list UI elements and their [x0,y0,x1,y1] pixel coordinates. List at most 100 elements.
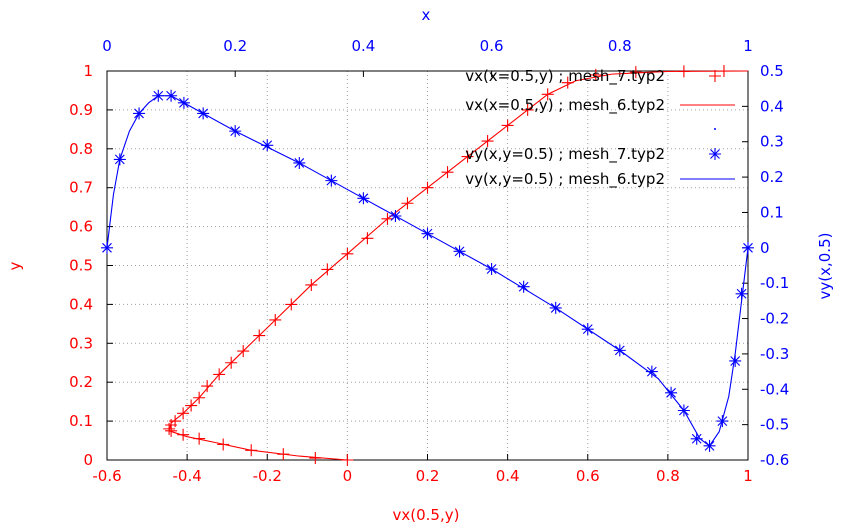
vy-mesh7-point [293,156,306,169]
vy-mesh7-point [325,174,338,187]
legend-label: vx(x=0.5,y) ; mesh_7.typ2 [465,67,665,86]
vy-mesh7-point [677,404,690,417]
vx-mesh7-point [309,452,322,465]
y-left-tick-label: 0.4 [69,295,93,313]
vx-mesh7-point [541,88,554,101]
vx-mesh7-point [185,399,198,412]
vy-mesh7-point [197,107,210,120]
vy-mesh7-point [665,386,678,399]
vx-mesh7-point [169,415,182,428]
legend-label: vy(x,y=0.5) ; mesh_7.typ2 [465,145,665,164]
y-right-tick-label: -0.2 [760,310,789,328]
x-bottom-tick-label: 0.6 [576,467,600,485]
legend: vx(x=0.5,y) ; mesh_7.typ2 vx(x=0.5,y) ; m… [465,67,735,189]
y-left-tick-label: 0.5 [69,257,93,275]
vx-mesh7-point [277,448,290,461]
x-top-tick-label: 1 [743,37,753,55]
y-left-tick-label: 0.9 [69,101,93,119]
y-left-tick-label: 0.8 [69,140,93,158]
vx-mesh7-point [341,247,354,260]
vy-mesh7-point [152,89,165,102]
x-bottom-tick-label: -0.4 [172,467,201,485]
vy-mesh7-point [177,96,190,109]
x-bottom-tick-label: 0 [343,467,353,485]
y-left-tick-label: 0.3 [69,334,93,352]
y-right-axis-label: vy(x,0.5) [816,233,834,300]
y-right-tick-label: 0.4 [760,97,784,115]
vx-mesh7-point [481,135,494,148]
vx-mesh7-point [361,232,374,245]
grid-lines [106,70,749,461]
vx-mesh7-point [193,432,206,445]
vx-mesh7-point [177,407,190,420]
data-series [101,65,754,466]
y-right-tick-label: -0.3 [760,345,789,363]
vx-mesh7-point [717,65,730,77]
x-top-tick-label: 0.4 [351,37,375,55]
y-right-tick-label: 0 [760,239,770,257]
vx-mesh7-point [441,166,454,179]
vx-mesh7-point [225,356,238,369]
vx-mesh7-point [401,197,414,210]
x-bottom-tick-label: 0.2 [416,467,440,485]
vx-mesh7-point [421,181,434,194]
x-top-tick-label: 0.2 [223,37,247,55]
vy-mesh7-point [421,227,434,240]
vx-mesh7-point [381,212,394,225]
vy-mesh7-point [703,439,716,452]
vx-mesh7-point [213,368,226,381]
vy-mesh7-point [517,280,530,293]
vx-mesh7-point [589,68,602,81]
vx-mesh7-point [461,150,474,163]
x-bottom-axis-label: vx(0.5,y) [393,506,460,524]
vy-mesh7-point [485,263,498,276]
vy-mesh7-point [229,125,242,138]
vx-mesh7-point [305,278,318,291]
vy-mesh7-point [729,354,742,367]
x-bottom-tick-label: -0.6 [92,467,121,485]
y-left-tick-label: 0 [83,451,93,469]
x-bottom-tick-label: 1 [743,467,753,485]
vy-mesh7-point [645,365,658,378]
y-left-tick-label: 0.1 [69,412,93,430]
vx-mesh7-point [201,380,214,393]
y-right-tick-label: 0.3 [760,133,784,151]
vy-mesh7-point [549,301,562,314]
series-vx-mesh7 [163,65,730,466]
vx-mesh7-point [217,438,230,451]
series-vy-mesh7 [101,89,754,452]
y-left-tick-label: 0.2 [69,373,93,391]
vy-mesh7-point [101,241,113,254]
y-left-tick-label: 1 [83,62,93,80]
y-right-tick-label: -0.1 [760,274,789,292]
vx-mesh7-point [177,428,190,441]
vy-mesh7-point [389,209,402,222]
y-right-tick-label: -0.6 [760,451,789,469]
vx-mesh7-point [269,313,282,326]
vx-mesh7-point [253,329,266,342]
y-left-axis-label: y [6,261,24,270]
vx-mesh7-point [677,65,690,78]
legend-star-symbol [709,148,721,160]
vy-mesh7-point [742,241,754,254]
vx-mesh7-point [629,66,642,79]
x-bottom-tick-label: -0.2 [253,467,282,485]
vy-mesh7-point [113,153,126,166]
y-right-tick-label: 0.5 [760,62,784,80]
vy-mesh7-point [133,107,146,120]
vy-mesh7-point [716,415,729,428]
vx-mesh7-point [521,103,534,116]
legend-plus-symbol [709,70,721,82]
y-right-tick-label: -0.5 [760,416,789,434]
legend-label: vx(x=0.5,y) ; mesh_6.typ2 [465,96,665,115]
x-bottom-tick-label: 0.8 [656,467,680,485]
vx-mesh7-point [237,345,250,358]
vy-mesh7-point [453,245,466,258]
vy-mesh7-point [357,192,370,205]
vx-mesh7-point [321,263,334,276]
y-right-tick-label: 0.1 [760,203,784,221]
vx-mesh7-point [285,298,298,311]
vx-mesh7-point [341,454,354,466]
vy-mesh7-point [165,89,178,102]
x-top-axis-label: x [422,6,431,24]
